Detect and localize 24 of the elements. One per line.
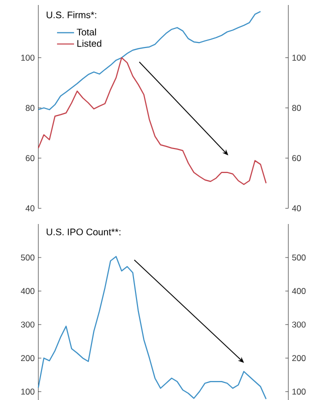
line-series — [38, 57, 267, 186]
legend-title: U.S. Firms*: — [46, 11, 96, 18]
y-tick-label: 100 — [21, 54, 34, 61]
y2-tick-label: 40 — [292, 205, 301, 212]
y-tick-label: 100 — [21, 388, 34, 395]
legend-label: Listed — [77, 40, 102, 47]
y2-tick-label: 300 — [292, 322, 306, 328]
y2-tick-label: 80 — [292, 104, 301, 111]
y2-tick-label: 100 — [292, 388, 306, 395]
y2-tick-label: 200 — [292, 355, 306, 362]
y-tick-label: 300 — [20, 322, 34, 328]
y2-tick-label: 500 — [292, 254, 306, 261]
line-series — [38, 10, 262, 110]
y-tick-label: 80 — [26, 104, 34, 111]
y2-tick-label: 400 — [292, 288, 306, 294]
legend-label: Total — [76, 28, 96, 36]
y-tick-label: 60 — [26, 155, 34, 162]
y-tick-label: 500 — [20, 254, 34, 261]
y2-tick-label: 60 — [292, 155, 301, 162]
chart-title: U.S. IPO Count**: — [46, 228, 120, 236]
y-tick-label: 400 — [20, 288, 34, 294]
y-tick-label: 40 — [26, 205, 34, 212]
y-tick-label: 200 — [21, 355, 34, 362]
y2-tick-label: 100 — [292, 54, 306, 61]
